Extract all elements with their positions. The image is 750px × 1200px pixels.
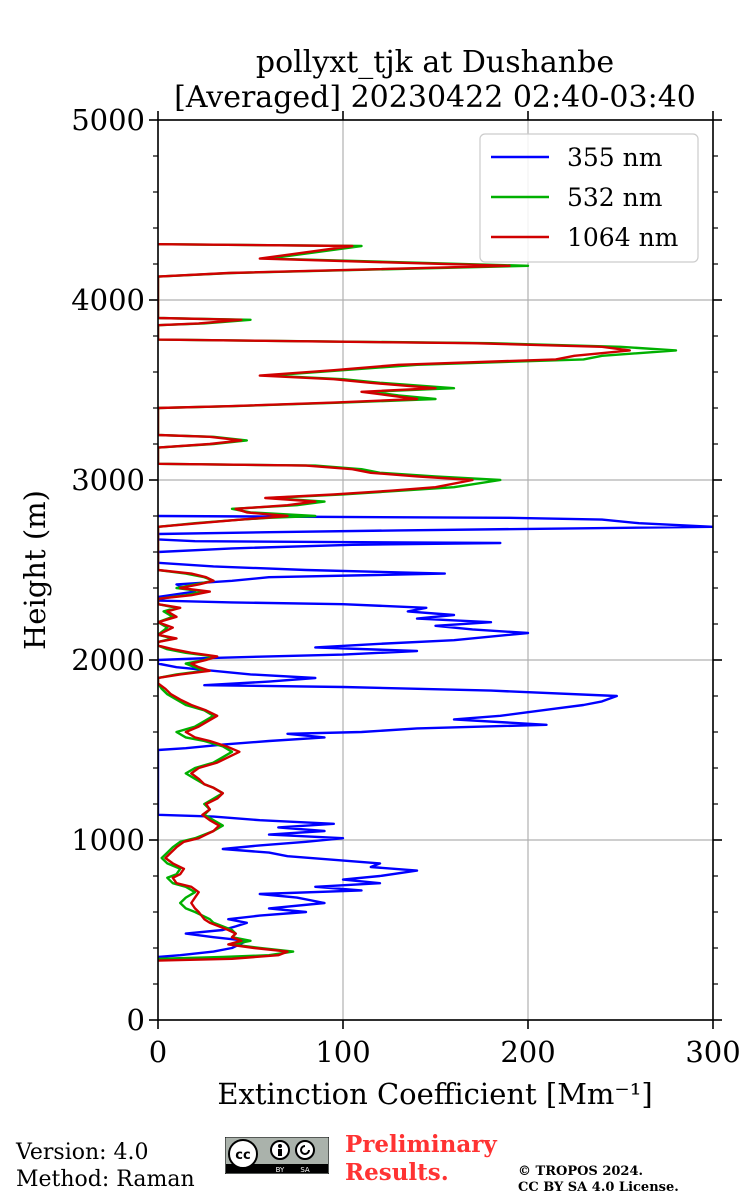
chart-svg: pollyxt_tjk at Dushanbe [Averaged] 20230… xyxy=(18,45,741,1111)
cc-icon-label: cc xyxy=(235,1148,250,1163)
by-icon-body xyxy=(278,1149,282,1156)
legend: 355 nm 532 nm 1064 nm xyxy=(479,133,699,263)
by-label: BY xyxy=(276,1166,285,1174)
series-group xyxy=(158,243,713,962)
sa-label: SA xyxy=(300,1166,310,1174)
footer-version-method: Version: 4.0 Method: Raman xyxy=(16,1139,195,1193)
y-tick-label: 5000 xyxy=(71,103,145,137)
cc-license-badge: cc BY SA xyxy=(225,1137,329,1174)
legend-entries: 355 nm 532 nm 1064 nm xyxy=(491,143,679,252)
method-text: Method: Raman xyxy=(16,1167,195,1192)
legend-label: 1064 nm xyxy=(567,223,679,252)
by-icon-head xyxy=(278,1144,282,1148)
preliminary-results-note: Preliminary Results. xyxy=(345,1131,497,1187)
legend-box xyxy=(479,133,699,263)
version-text: Version: 4.0 xyxy=(16,1140,149,1165)
x-tick-label: 200 xyxy=(500,1035,555,1069)
sa-icon xyxy=(295,1140,315,1160)
cc-icon xyxy=(228,1139,258,1169)
legend-label: 355 nm xyxy=(567,143,663,172)
plot-frame xyxy=(157,119,714,1021)
x-axis-label: Extinction Coefficient [Mm⁻¹] xyxy=(217,1077,652,1111)
copyright-note: © TROPOS 2024. CC BY SA 4.0 License. xyxy=(518,1164,679,1196)
sa-icon-arrow xyxy=(300,1145,310,1155)
chart-title-line1: pollyxt_tjk at Dushanbe xyxy=(256,45,614,80)
y-tick-label: 0 xyxy=(127,1003,145,1037)
y-tick-label: 4000 xyxy=(71,283,145,317)
y-axis-label: Height (m) xyxy=(18,490,52,650)
copyright-line2: CC BY SA 4.0 License. xyxy=(518,1180,679,1195)
y-tick-label: 3000 xyxy=(71,463,145,497)
preliminary-line2: Results. xyxy=(345,1159,449,1186)
x-tick-label: 100 xyxy=(315,1035,370,1069)
y-tick-label: 1000 xyxy=(71,823,145,857)
y-tick-label: 2000 xyxy=(71,643,145,677)
legend-label: 532 nm xyxy=(567,183,663,212)
copyright-line1: © TROPOS 2024. xyxy=(518,1164,644,1179)
x-tick-label: 0 xyxy=(149,1035,167,1069)
series-line-355-nm xyxy=(158,514,713,959)
series-line-1064-nm xyxy=(158,243,631,962)
preliminary-line1: Preliminary xyxy=(345,1131,497,1158)
x-tick-label: 300 xyxy=(685,1035,740,1069)
chart-title-line2: [Averaged] 20230422 02:40-03:40 xyxy=(174,80,696,115)
